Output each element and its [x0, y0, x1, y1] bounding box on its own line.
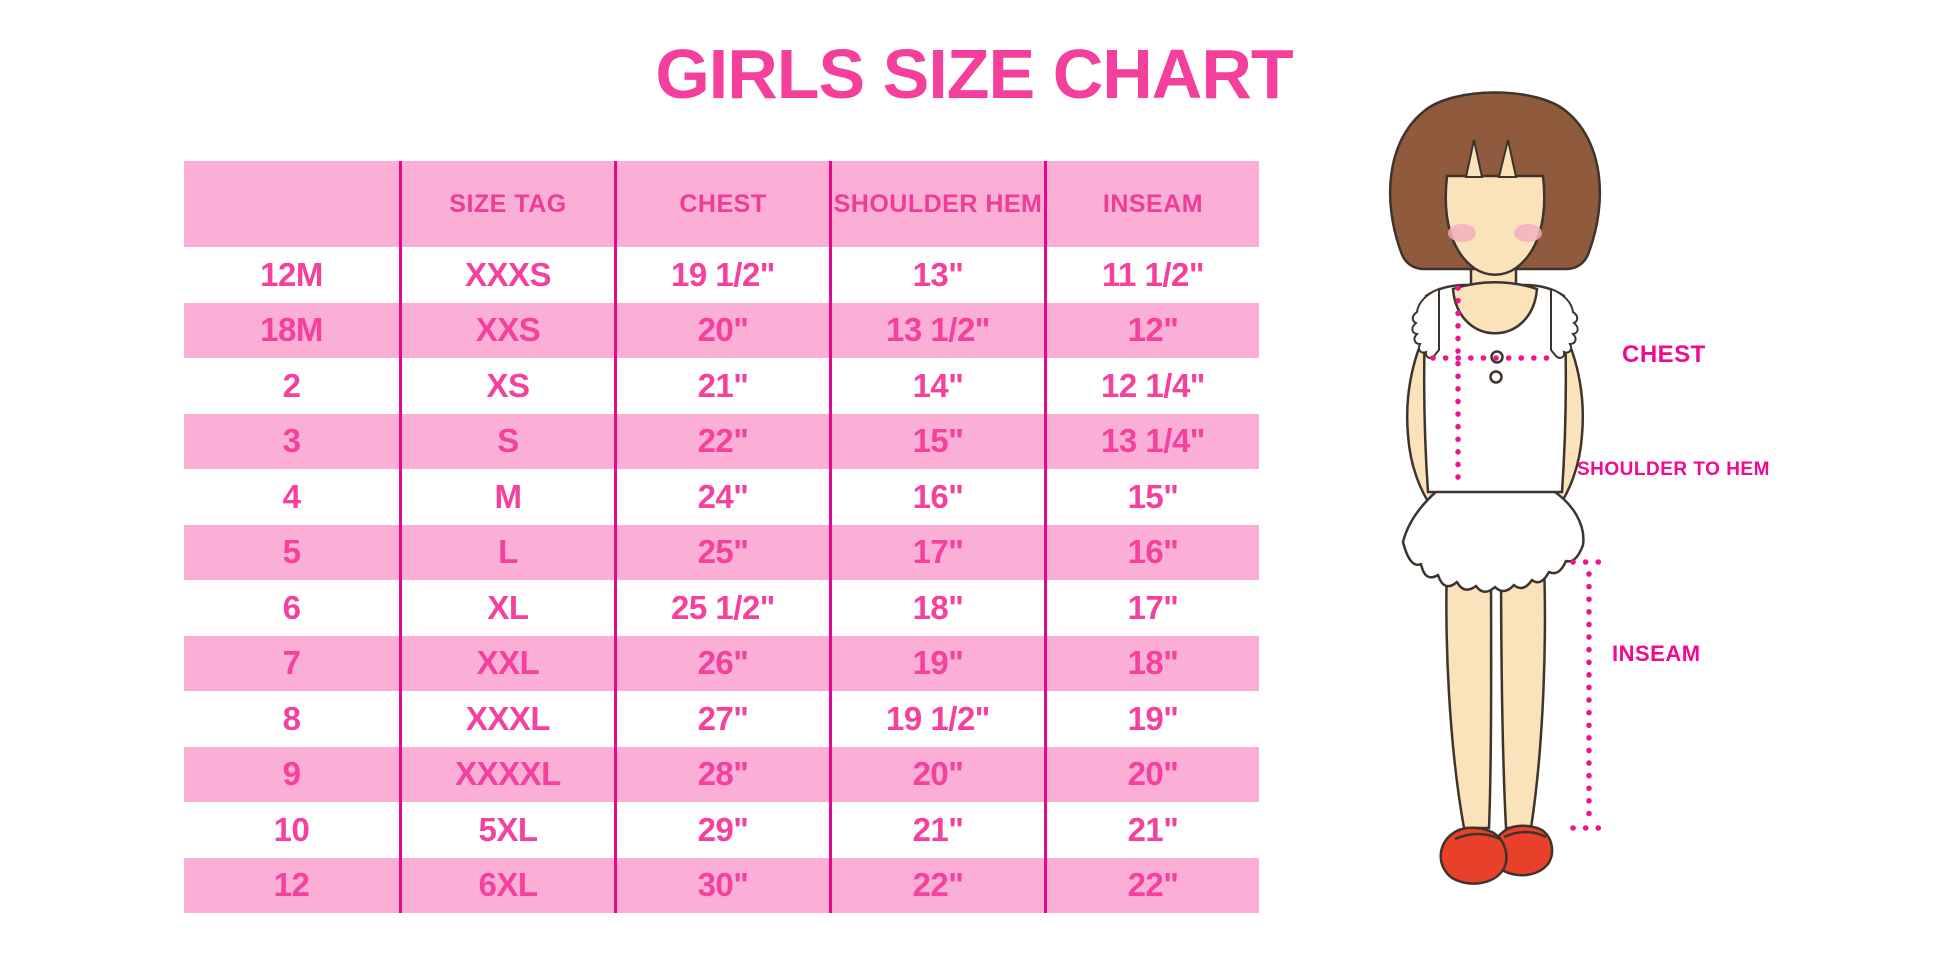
value-cell: 22" [1044, 857, 1259, 913]
table-body: 12M XXXS 19 1/2" 13" 11 1/2" 18M XXS 20" 13 1/2"… [184, 247, 1259, 913]
girl-illustration [1388, 91, 1604, 885]
header-cell-empty [184, 161, 399, 247]
value-cell: XXXXL [399, 746, 614, 802]
bangs [1464, 139, 1518, 178]
value-cell: 18" [1044, 635, 1259, 691]
size-cell: 2 [184, 358, 399, 414]
table-row: 3 S 22" 15" 13 1/4" [184, 413, 1259, 469]
value-cell: 15" [829, 413, 1044, 469]
value-cell: 21" [1044, 802, 1259, 858]
value-cell: 14" [829, 358, 1044, 414]
value-cell: M [399, 469, 614, 525]
header-cell: SHOULDER HEM [829, 161, 1044, 247]
size-cell: 5 [184, 524, 399, 580]
value-cell: XXXL [399, 691, 614, 747]
value-cell: XXS [399, 302, 614, 358]
value-cell: 27" [614, 691, 829, 747]
inseam-label: INSEAM [1612, 641, 1701, 666]
legs [1445, 533, 1547, 830]
value-cell: 21" [829, 802, 1044, 858]
value-cell: 22" [614, 413, 829, 469]
shoes [1439, 824, 1554, 885]
value-cell: S [399, 413, 614, 469]
value-cell: 24" [614, 469, 829, 525]
value-cell: 12 1/4" [1044, 358, 1259, 414]
value-cell: 25" [614, 524, 829, 580]
table-row: 12 6XL 30" 22" 22" [184, 857, 1259, 913]
value-cell: 12" [1044, 302, 1259, 358]
value-cell: 25 1/2" [614, 580, 829, 636]
value-cell: 21" [614, 358, 829, 414]
table-row: 7 XXL 26" 19" 18" [184, 635, 1259, 691]
value-cell: XS [399, 358, 614, 414]
value-cell: 28" [614, 746, 829, 802]
size-cell: 8 [184, 691, 399, 747]
table-row: 4 M 24" 16" 15" [184, 469, 1259, 525]
size-cell: 4 [184, 469, 399, 525]
size-cell: 12M [184, 247, 399, 303]
value-cell: 20" [829, 746, 1044, 802]
table-row: 10 5XL 29" 21" 21" [184, 802, 1259, 858]
header-cell: CHEST [614, 161, 829, 247]
table-row: 12M XXXS 19 1/2" 13" 11 1/2" [184, 247, 1259, 303]
value-cell: 13 1/2" [829, 302, 1044, 358]
value-cell: 19 1/2" [829, 691, 1044, 747]
size-table: SIZE TAG CHEST SHOULDER HEM INSEAM 12M XXXS 1… [184, 161, 1259, 913]
shoulder-to-hem-label: SHOULDER TO HEM [1577, 459, 1770, 480]
value-cell: XXXS [399, 247, 614, 303]
value-cell: 16" [1044, 524, 1259, 580]
value-cell: XXL [399, 635, 614, 691]
neckline [1451, 281, 1539, 335]
header-cell: SIZE TAG [399, 161, 614, 247]
value-cell: 18" [829, 580, 1044, 636]
size-cell: 6 [184, 580, 399, 636]
value-cell: 20" [614, 302, 829, 358]
value-cell: 19" [829, 635, 1044, 691]
value-cell: 13" [829, 247, 1044, 303]
ruffle-straps [1411, 287, 1579, 359]
value-cell: 17" [1044, 580, 1259, 636]
size-cell: 18M [184, 302, 399, 358]
value-cell: 19 1/2" [614, 247, 829, 303]
value-cell: 13 1/4" [1044, 413, 1259, 469]
size-cell: 12 [184, 857, 399, 913]
skirt [1401, 488, 1585, 593]
table-header-row: SIZE TAG CHEST SHOULDER HEM INSEAM [184, 161, 1259, 247]
table-row: 6 XL 25 1/2" 18" 17" [184, 580, 1259, 636]
table-row: 9 XXXXL 28" 20" 20" [184, 746, 1259, 802]
value-cell: XL [399, 580, 614, 636]
table-row: 8 XXXL 27" 19 1/2" 19" [184, 691, 1259, 747]
cheek-blush [1448, 224, 1542, 242]
value-cell: 22" [829, 857, 1044, 913]
value-cell: 30" [614, 857, 829, 913]
size-cell: 9 [184, 746, 399, 802]
value-cell: 15" [1044, 469, 1259, 525]
value-cell: 11 1/2" [1044, 247, 1259, 303]
inseam-dotted-line [1570, 559, 1604, 831]
table-row: 18M XXS 20" 13 1/2" 12" [184, 302, 1259, 358]
table-row: 2 XS 21" 14" 12 1/4" [184, 358, 1259, 414]
value-cell: 19" [1044, 691, 1259, 747]
size-cell: 10 [184, 802, 399, 858]
header-cell: INSEAM [1044, 161, 1259, 247]
size-cell: 3 [184, 413, 399, 469]
chest-label: CHEST [1622, 341, 1706, 368]
value-cell: 6XL [399, 857, 614, 913]
value-cell: L [399, 524, 614, 580]
value-cell: 29" [614, 802, 829, 858]
page-title: GIRLS SIZE CHART [655, 35, 1293, 113]
table-row: 5 L 25" 17" 16" [184, 524, 1259, 580]
value-cell: 5XL [399, 802, 614, 858]
value-cell: 16" [829, 469, 1044, 525]
size-cell: 7 [184, 635, 399, 691]
value-cell: 17" [829, 524, 1044, 580]
value-cell: 20" [1044, 746, 1259, 802]
value-cell: 26" [614, 635, 829, 691]
